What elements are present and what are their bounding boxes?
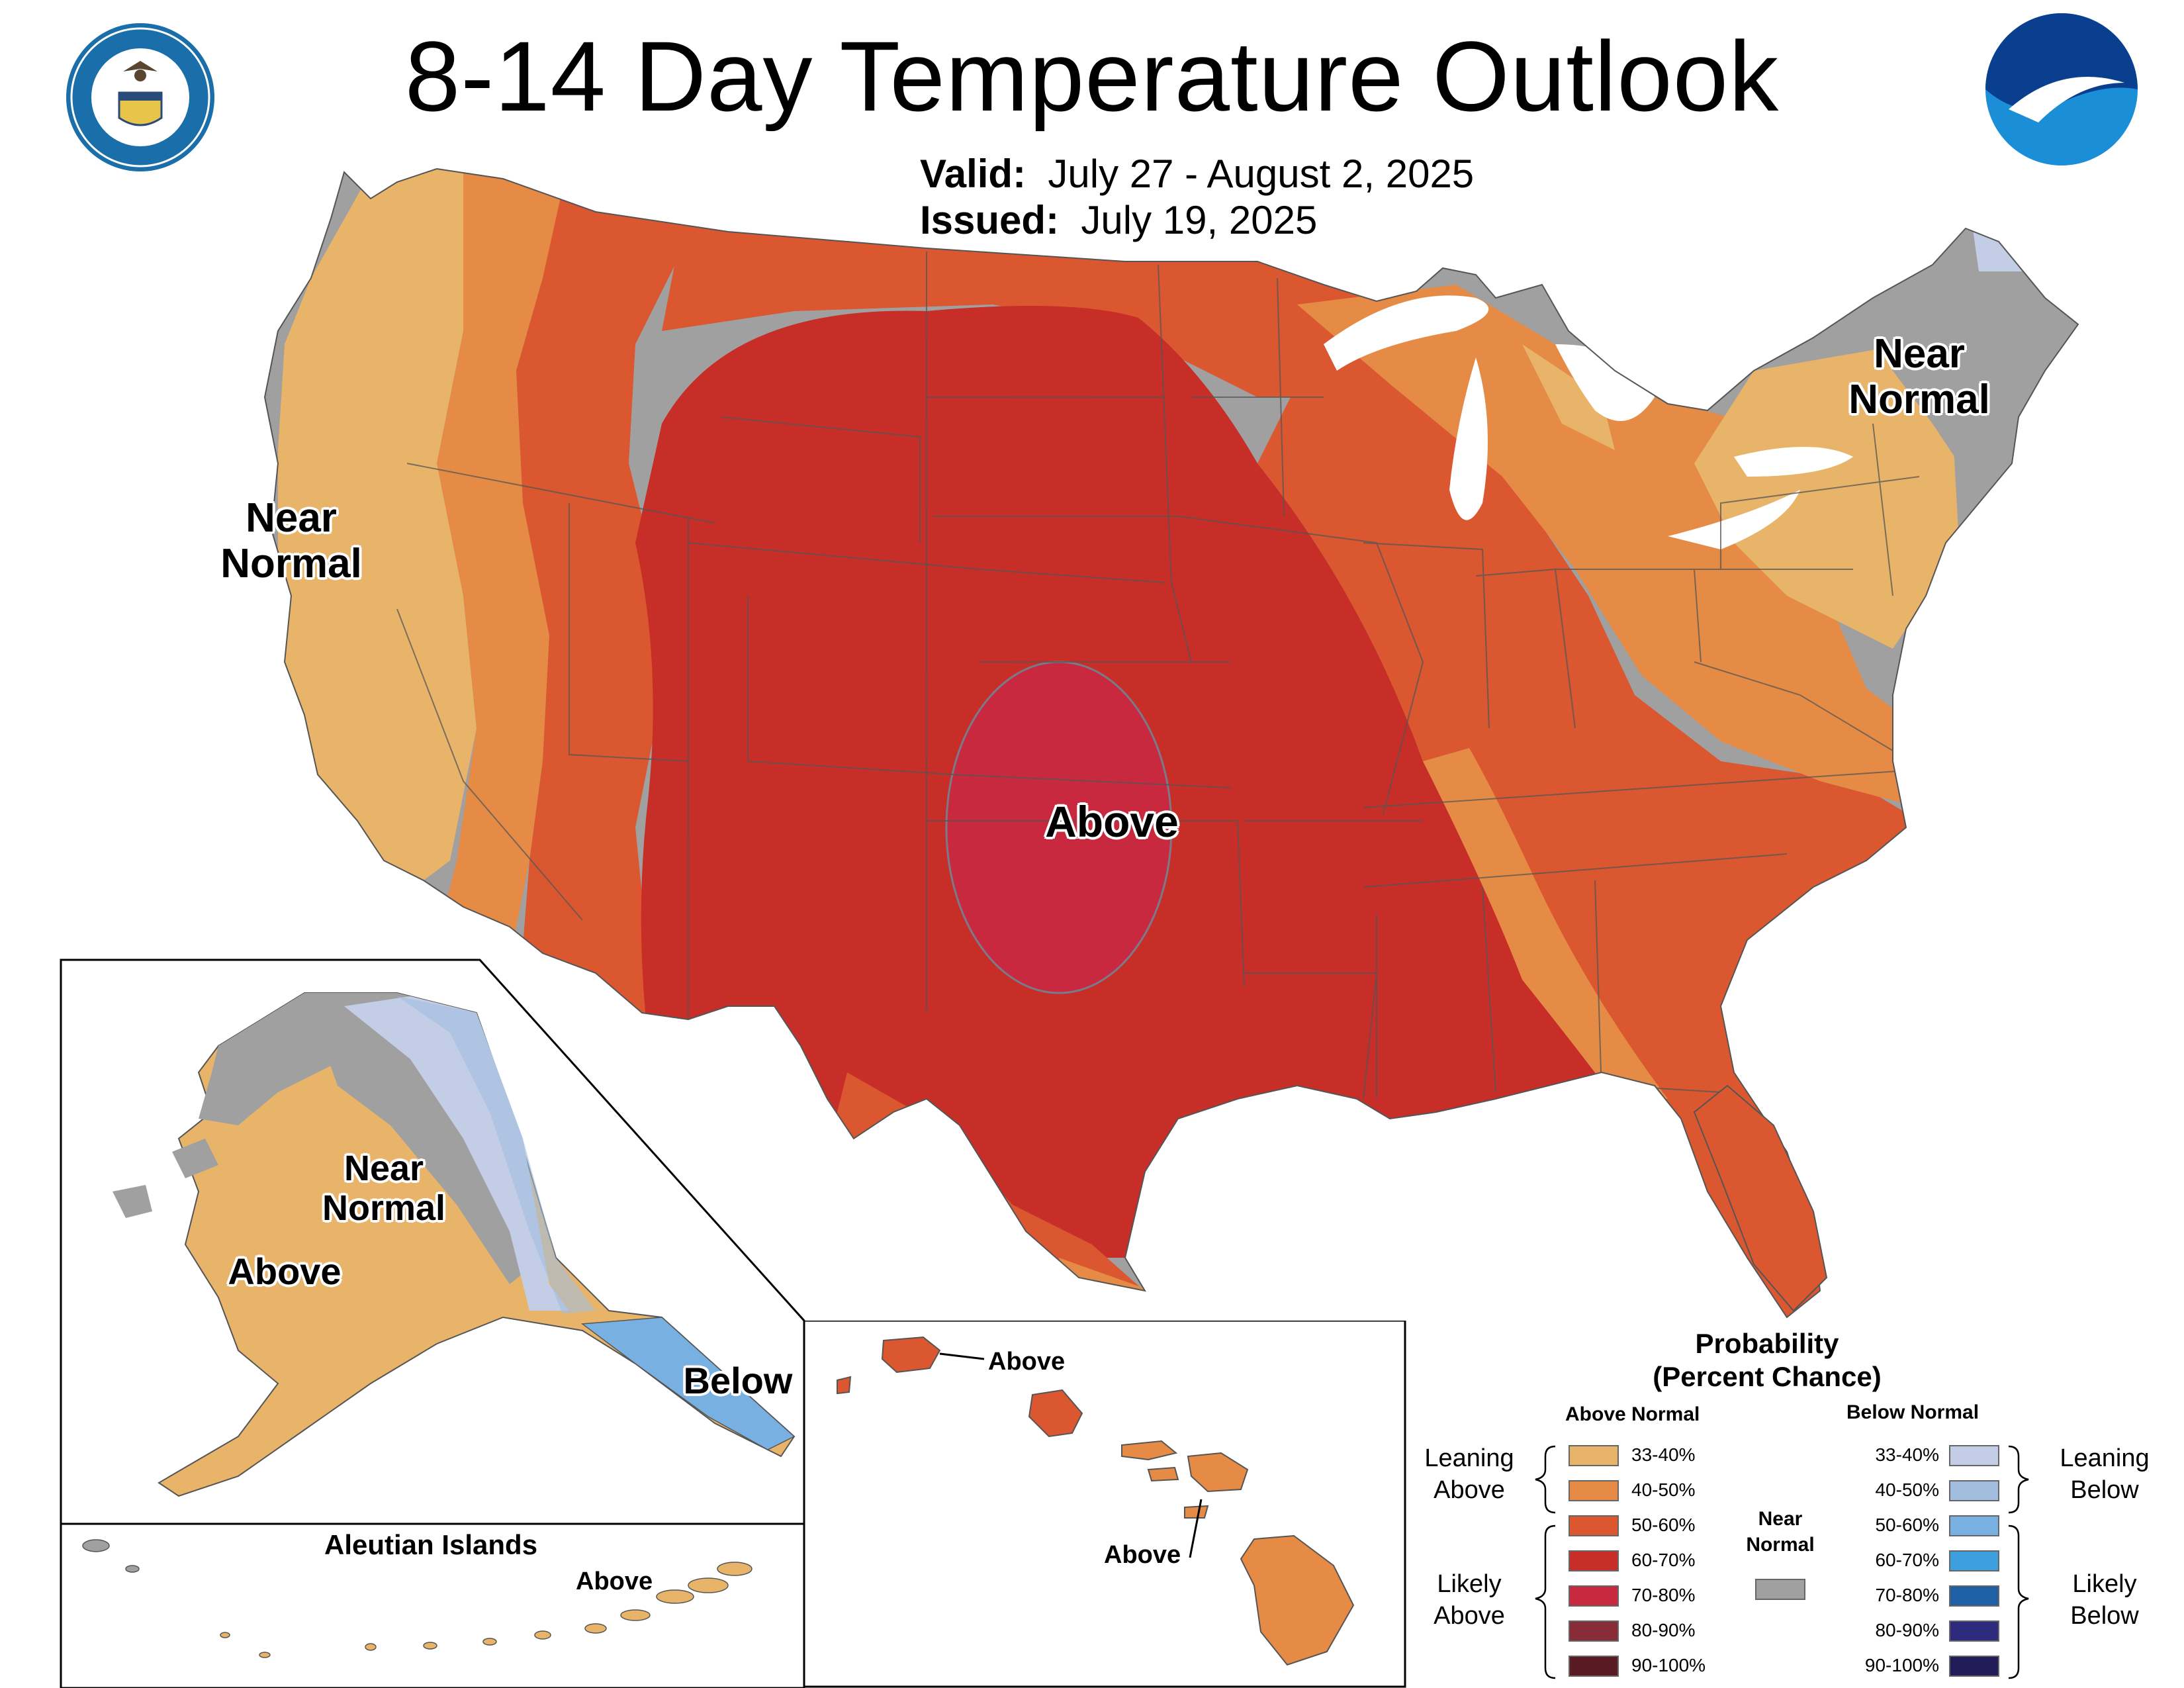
legend-leaning-below: Leaning Below — [2060, 1444, 2150, 1504]
legend-likely-below: Likely Below — [2070, 1570, 2139, 1630]
legend-below-label: 40-50% — [1875, 1479, 1939, 1500]
label-hawaii-above-1: Above — [988, 1348, 1066, 1376]
above-brace — [1535, 1445, 1556, 1679]
issued-label: Issued: — [920, 198, 1060, 242]
legend-below-swatch — [1949, 1620, 1999, 1642]
legend-below-label: 70-80% — [1875, 1585, 1939, 1605]
label-alaska-near-normal: Near Normal — [322, 1149, 446, 1229]
legend-below-swatch — [1949, 1656, 1999, 1677]
legend-likely-above: Likely Above — [1433, 1570, 1505, 1630]
legend-below-label: 90-100% — [1864, 1655, 1939, 1675]
legend: Probability (Percent Chance) Above Norma… — [1410, 1327, 2177, 1685]
legend-below-label: 50-60% — [1875, 1515, 1939, 1535]
label-northeast-near-normal: Near Normal — [1848, 331, 1990, 423]
legend-below-label: 33-40% — [1875, 1444, 1939, 1465]
label-alaska-above: Above — [228, 1250, 341, 1292]
legend-below-swatch — [1949, 1550, 1999, 1571]
department-of-commerce-seal — [66, 23, 214, 171]
legend-above-swatch — [1569, 1656, 1619, 1677]
issued-line: Issued: July 19, 2025 — [920, 197, 1317, 243]
legend-above-label: 80-90% — [1631, 1620, 1696, 1640]
label-hawaii-above-2: Above — [1104, 1541, 1181, 1569]
label-alaska-below: Below — [683, 1360, 793, 1401]
legend-above-label: 70-80% — [1631, 1585, 1696, 1605]
legend-leaning-above: Leaning Above — [1424, 1444, 1514, 1504]
legend-below-swatch — [1949, 1515, 1999, 1536]
noaa-logo — [1985, 13, 2138, 165]
legend-above-label: 90-100% — [1631, 1655, 1706, 1675]
valid-value: July 27 - August 2, 2025 — [1048, 152, 1475, 196]
legend-above-label: 40-50% — [1631, 1479, 1696, 1500]
label-aleutian-title: Aleutian Islands — [324, 1529, 538, 1560]
legend-above-swatch — [1569, 1585, 1619, 1607]
label-aleutian-above: Above — [576, 1568, 653, 1595]
issued-value: July 19, 2025 — [1081, 198, 1318, 242]
label-central-above: Above — [1045, 797, 1179, 846]
page-title: 8-14 Day Temperature Outlook — [404, 21, 1780, 132]
legend-above-label: 60-70% — [1631, 1550, 1696, 1570]
legend-below-label: 80-90% — [1875, 1620, 1939, 1640]
legend-below-header: Below Normal — [1846, 1401, 1979, 1423]
hawaii-inset — [804, 1321, 1406, 1688]
valid-line: Valid: July 27 - August 2, 2025 — [920, 151, 1474, 197]
below-brace — [2008, 1445, 2029, 1679]
valid-label: Valid: — [920, 152, 1026, 196]
legend-below-swatch — [1949, 1480, 1999, 1501]
label-west-near-normal: Near Normal — [220, 495, 362, 587]
legend-below-label: 60-70% — [1875, 1550, 1939, 1570]
legend-above-label: 50-60% — [1631, 1515, 1696, 1535]
legend-below-swatch — [1949, 1585, 1999, 1607]
legend-above-label: 33-40% — [1631, 1444, 1696, 1465]
legend-near-normal-swatch — [1755, 1579, 1805, 1600]
legend-above-swatch — [1569, 1620, 1619, 1642]
legend-near-normal-label: Near Normal — [1746, 1508, 1815, 1556]
legend-above-swatch — [1569, 1550, 1619, 1571]
legend-above-swatch — [1569, 1480, 1619, 1501]
legend-above-swatch — [1569, 1445, 1619, 1466]
legend-above-swatch — [1569, 1515, 1619, 1536]
legend-above-header: Above Normal — [1565, 1403, 1700, 1425]
legend-title: Probability (Percent Chance) — [1653, 1328, 1882, 1393]
legend-below-swatch — [1949, 1445, 1999, 1466]
